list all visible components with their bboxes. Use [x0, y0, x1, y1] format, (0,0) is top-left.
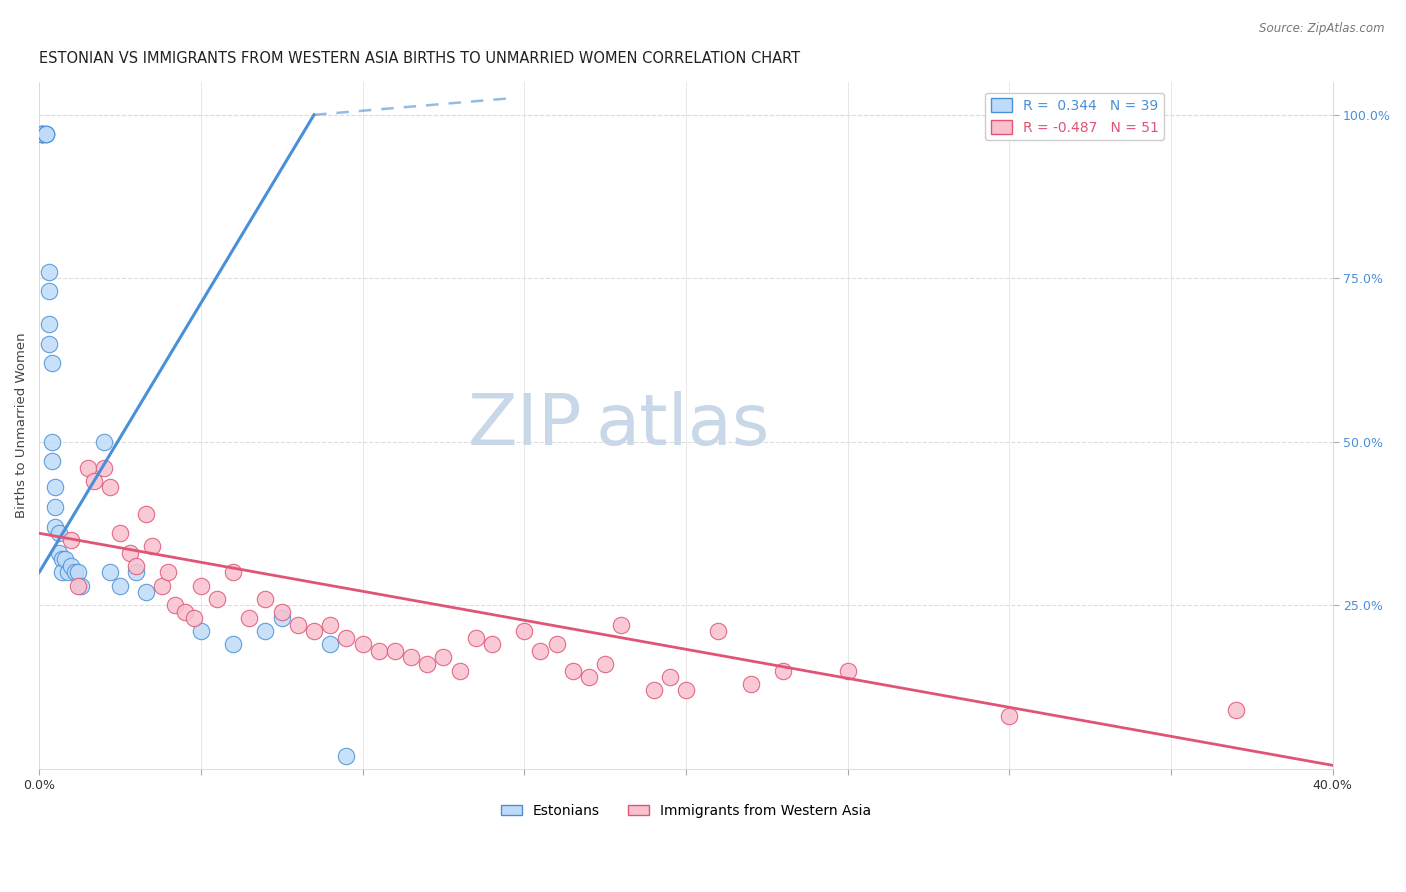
Point — [399, 650, 422, 665]
Point — [83, 474, 105, 488]
Point — [48, 546, 70, 560]
Text: atlas: atlas — [595, 391, 769, 460]
Point — [38, 317, 60, 331]
Point — [205, 591, 228, 606]
Point — [254, 591, 277, 606]
Point — [108, 526, 131, 541]
Point — [449, 664, 471, 678]
Point — [41, 356, 63, 370]
Point — [34, 128, 56, 142]
Point — [998, 709, 1021, 723]
Point — [41, 454, 63, 468]
Point — [384, 644, 406, 658]
Point — [707, 624, 730, 639]
Point — [31, 128, 53, 142]
Point — [51, 566, 73, 580]
Point — [125, 566, 148, 580]
Point — [41, 434, 63, 449]
Point — [66, 578, 89, 592]
Point — [190, 624, 212, 639]
Point — [837, 664, 859, 678]
Point — [335, 631, 357, 645]
Point — [238, 611, 260, 625]
Point — [31, 128, 53, 142]
Point — [44, 519, 66, 533]
Point — [38, 285, 60, 299]
Point — [60, 533, 83, 547]
Point — [31, 128, 53, 142]
Text: Source: ZipAtlas.com: Source: ZipAtlas.com — [1260, 22, 1385, 36]
Point — [31, 128, 53, 142]
Point — [157, 566, 180, 580]
Point — [367, 644, 389, 658]
Point — [34, 128, 56, 142]
Point — [610, 617, 633, 632]
Point — [593, 657, 616, 671]
Point — [93, 434, 115, 449]
Point — [561, 664, 583, 678]
Point — [76, 461, 98, 475]
Point — [66, 566, 89, 580]
Point — [98, 480, 121, 494]
Point — [98, 566, 121, 580]
Point — [31, 128, 53, 142]
Text: ZIP: ZIP — [468, 391, 582, 460]
Point — [772, 664, 794, 678]
Point — [108, 578, 131, 592]
Point — [63, 566, 86, 580]
Point — [1225, 703, 1247, 717]
Legend: Estonians, Immigrants from Western Asia: Estonians, Immigrants from Western Asia — [495, 798, 876, 823]
Point — [58, 566, 80, 580]
Point — [675, 683, 697, 698]
Point — [270, 611, 292, 625]
Point — [546, 637, 568, 651]
Point — [44, 480, 66, 494]
Point — [335, 748, 357, 763]
Point — [254, 624, 277, 639]
Point — [287, 617, 309, 632]
Point — [70, 578, 93, 592]
Point — [183, 611, 205, 625]
Point — [190, 578, 212, 592]
Point — [38, 265, 60, 279]
Point — [173, 605, 195, 619]
Point — [513, 624, 536, 639]
Point — [51, 552, 73, 566]
Point — [464, 631, 486, 645]
Y-axis label: Births to Unmarried Women: Births to Unmarried Women — [15, 333, 28, 518]
Point — [352, 637, 374, 651]
Point — [38, 336, 60, 351]
Point — [529, 644, 551, 658]
Point — [118, 546, 141, 560]
Point — [270, 605, 292, 619]
Point — [319, 637, 342, 651]
Text: ESTONIAN VS IMMIGRANTS FROM WESTERN ASIA BIRTHS TO UNMARRIED WOMEN CORRELATION C: ESTONIAN VS IMMIGRANTS FROM WESTERN ASIA… — [39, 51, 800, 66]
Point — [222, 566, 245, 580]
Point — [125, 558, 148, 573]
Point — [481, 637, 503, 651]
Point — [135, 507, 157, 521]
Point — [578, 670, 600, 684]
Point — [416, 657, 439, 671]
Point — [34, 128, 56, 142]
Point — [222, 637, 245, 651]
Point — [135, 585, 157, 599]
Point — [643, 683, 665, 698]
Point — [150, 578, 173, 592]
Point — [163, 598, 186, 612]
Point — [141, 539, 163, 553]
Point — [319, 617, 342, 632]
Point — [53, 552, 76, 566]
Point — [740, 676, 762, 690]
Point — [48, 526, 70, 541]
Point — [93, 461, 115, 475]
Point — [658, 670, 681, 684]
Point — [60, 558, 83, 573]
Point — [302, 624, 325, 639]
Point — [432, 650, 454, 665]
Point — [44, 500, 66, 514]
